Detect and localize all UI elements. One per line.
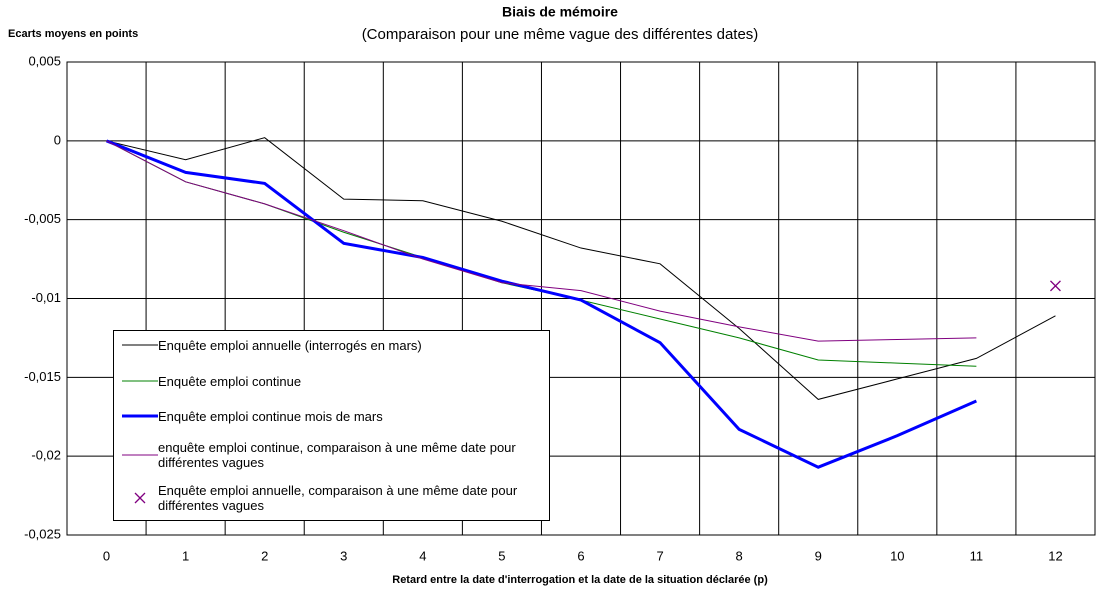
x-tick-label: 6: [577, 548, 584, 563]
legend-entry: Enquête emploi annuelle, comparaison à u…: [122, 483, 528, 513]
y-tick-label: -0,02: [31, 448, 61, 463]
series-line: [105, 139, 977, 469]
marker-x: [1050, 280, 1061, 292]
x-tick-label: 1: [182, 548, 189, 563]
x-axis-label: Retard entre la date d'interrogation et …: [392, 574, 768, 586]
legend-marker: [134, 492, 146, 504]
legend-swatch: [122, 454, 158, 456]
legend-label: Enquête emploi annuelle (interrogés en m…: [158, 337, 422, 353]
x-tick-label: 12: [1048, 548, 1062, 563]
legend-entry: Enquête emploi annuelle (interrogés en m…: [122, 337, 528, 353]
x-tick-label: 2: [261, 548, 268, 563]
legend-label: Enquête emploi continue: [158, 373, 302, 389]
legend-swatch: [122, 380, 158, 382]
x-tick-label: 10: [890, 548, 904, 563]
legend-label: Enquête emploi continue mois de mars: [158, 408, 383, 424]
x-tick-label: 3: [340, 548, 347, 563]
x-tick-label: 8: [736, 548, 743, 563]
x-tick-label: 0: [103, 548, 110, 563]
y-axis-label: Ecarts moyens en points: [8, 28, 138, 40]
y-tick-label: -0,025: [24, 526, 61, 541]
marker: [1050, 280, 1061, 292]
y-tick-label: 0: [54, 132, 61, 147]
legend-entry: Enquête emploi continue mois de mars: [122, 408, 528, 424]
legend-swatch: [134, 492, 146, 504]
x-tick-label: 11: [970, 548, 984, 563]
x-tick-label: 4: [419, 548, 426, 563]
legend-label: Enquête emploi annuelle, comparaison à u…: [158, 483, 518, 513]
y-tick-label: -0,015: [24, 369, 61, 384]
x-tick-label: 7: [656, 548, 663, 563]
legend-entry: Enquête emploi continue: [122, 373, 528, 389]
series-line: [106, 137, 1056, 400]
chart-subtitle: (Comparaison pour une même vague des dif…: [362, 26, 759, 43]
legend-swatch: [122, 414, 158, 418]
x-tick-label: 5: [498, 548, 505, 563]
y-tick-label: -0,005: [24, 211, 61, 226]
y-tick-label: -0,01: [31, 290, 61, 305]
legend-label: enquête emploi continue, comparaison à u…: [158, 440, 516, 470]
legend-entry: enquête emploi continue, comparaison à u…: [122, 440, 528, 470]
y-tick-label: 0,005: [28, 53, 61, 68]
x-tick-label: 9: [815, 548, 822, 563]
series-line: [106, 140, 977, 342]
legend-swatch: [122, 344, 158, 346]
chart-title: Biais de mémoire: [502, 4, 618, 20]
legend: Enquête emploi annuelle (interrogés en m…: [113, 330, 550, 521]
